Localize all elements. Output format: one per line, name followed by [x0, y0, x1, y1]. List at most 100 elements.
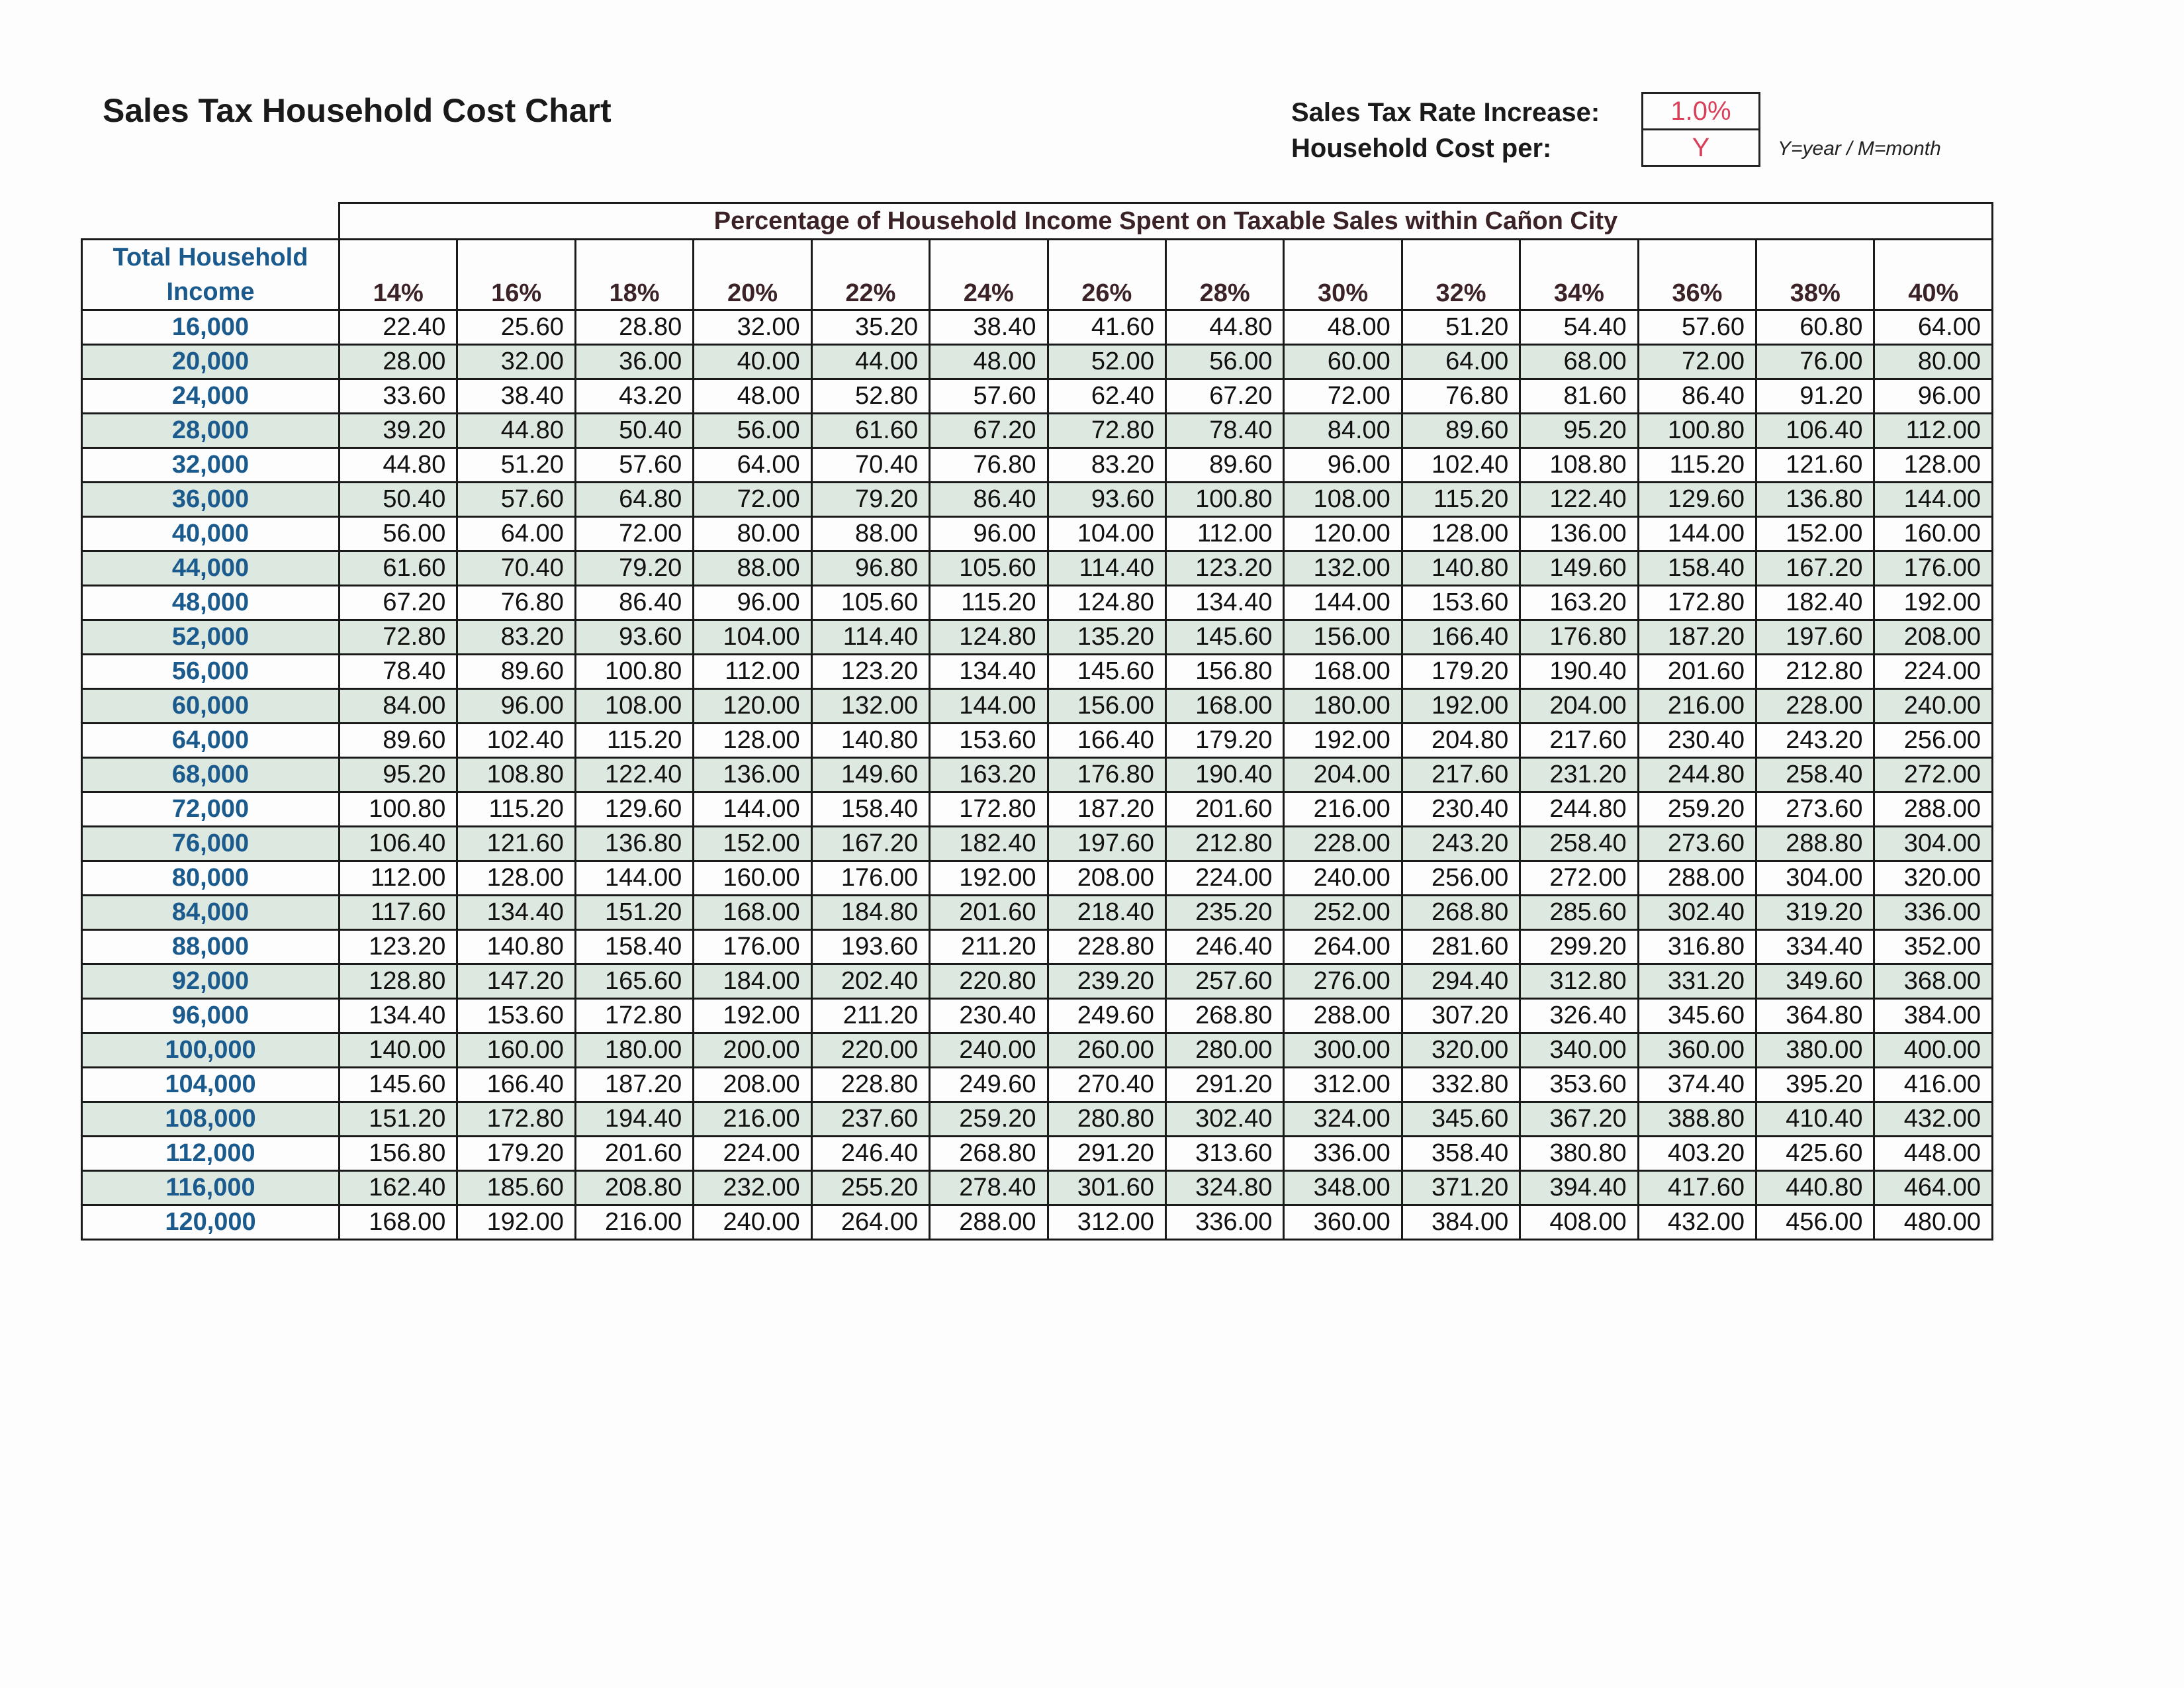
cost-cell: 252.00: [1283, 894, 1403, 931]
cost-cell: 79.20: [810, 481, 931, 518]
cost-cell: 176.80: [1519, 619, 1639, 655]
cost-cell: 243.20: [1755, 722, 1876, 759]
table-row: 52,000 72.80 83.20 93.60 104.00 114.40 124.80 1…: [81, 619, 1993, 655]
cost-cell: 256.00: [1400, 860, 1522, 896]
cost-cell: 134.40: [929, 653, 1049, 690]
cost-cell: 41.60: [1046, 309, 1167, 346]
cost-cell: 384.00: [1400, 1204, 1522, 1241]
cost-cell: 80.00: [1873, 344, 1993, 380]
cost-cell: 36.00: [574, 344, 695, 380]
cost-cell: 54.40: [1519, 309, 1639, 346]
cost-cell: 312.00: [1283, 1066, 1403, 1103]
cost-cell: 76.80: [929, 447, 1049, 483]
cost-cell: 326.40: [1519, 998, 1639, 1034]
cost-cell: 115.20: [456, 791, 576, 827]
cost-cell: 264.00: [810, 1204, 931, 1241]
cost-cell: 294.40: [1400, 963, 1522, 1000]
cost-cell: 268.80: [1164, 998, 1285, 1034]
cost-cell: 425.60: [1755, 1135, 1876, 1172]
cost-cell: 257.60: [1164, 963, 1285, 1000]
table-row: 20,000 28.00 32.00 36.00 40.00 44.00 48.00 52.0…: [81, 344, 1993, 380]
cost-cell: 105.60: [810, 585, 931, 621]
cost-cell: 408.00: [1519, 1204, 1639, 1241]
cost-cell: 89.60: [338, 722, 459, 759]
cost-cell: 135.20: [1046, 619, 1167, 655]
cost-cell: 163.20: [929, 757, 1049, 793]
cost-cell: 268.80: [929, 1135, 1049, 1172]
cost-cell: 380.00: [1755, 1032, 1876, 1068]
cost-cell: 64.00: [1873, 309, 1993, 346]
cost-cell: 324.80: [1164, 1170, 1285, 1206]
cost-cell: 281.60: [1400, 929, 1522, 965]
cost-cell: 291.20: [1046, 1135, 1167, 1172]
cost-cell: 312.80: [1519, 963, 1639, 1000]
cost-cell: 84.00: [338, 688, 459, 724]
income-cell: 44,000: [81, 550, 340, 586]
cost-cell: 25.60: [456, 309, 576, 346]
cost-cell: 432.00: [1637, 1204, 1758, 1241]
cost-cell: 129.60: [574, 791, 695, 827]
cost-cell: 56.00: [1164, 344, 1285, 380]
cost-per-input[interactable]: Y: [1641, 128, 1760, 167]
table-row: 36,000 50.40 57.60 64.80 72.00 79.20 86.40 93.6…: [81, 481, 1993, 518]
income-cell: 48,000: [81, 585, 340, 621]
income-cell: 20,000: [81, 344, 340, 380]
cost-cell: 56.00: [692, 412, 813, 449]
cost-cell: 32.00: [456, 344, 576, 380]
table-row: 44,000 61.60 70.40 79.20 88.00 96.80 105.60 114…: [81, 550, 1993, 586]
rate-increase-label: Sales Tax Rate Increase:: [1291, 98, 1600, 127]
cost-cell: 194.40: [574, 1101, 695, 1137]
cost-cell: 153.60: [929, 722, 1049, 759]
cost-cell: 95.20: [338, 757, 459, 793]
cost-cell: 115.20: [1400, 481, 1522, 518]
cost-cell: 64.80: [574, 481, 695, 518]
cost-cell: 288.00: [1637, 860, 1758, 896]
cost-cell: 360.00: [1637, 1032, 1758, 1068]
cost-cell: 246.40: [1164, 929, 1285, 965]
cost-cell: 123.20: [1164, 550, 1285, 586]
cost-cell: 78.40: [338, 653, 459, 690]
cost-cell: 95.20: [1519, 412, 1639, 449]
cost-cell: 96.00: [1873, 378, 1993, 414]
cost-cell: 158.40: [810, 791, 931, 827]
cost-cell: 272.00: [1519, 860, 1639, 896]
cost-cell: 72.00: [1637, 344, 1758, 380]
cost-cell: 353.60: [1519, 1066, 1639, 1103]
income-cell: 88,000: [81, 929, 340, 965]
cost-cell: 112.00: [1873, 412, 1993, 449]
cost-cell: 43.20: [574, 378, 695, 414]
cost-cell: 259.20: [929, 1101, 1049, 1137]
income-cell: 68,000: [81, 757, 340, 793]
cost-cell: 264.00: [1283, 929, 1403, 965]
cost-cell: 76.80: [1400, 378, 1522, 414]
cost-cell: 228.80: [810, 1066, 931, 1103]
cost-cell: 212.80: [1755, 653, 1876, 690]
cost-cell: 80.00: [692, 516, 813, 552]
cost-cell: 211.20: [929, 929, 1049, 965]
income-cell: 56,000: [81, 653, 340, 690]
cost-cell: 193.60: [810, 929, 931, 965]
cost-cell: 152.00: [1755, 516, 1876, 552]
cost-cell: 140.80: [1400, 550, 1522, 586]
cost-cell: 115.20: [1637, 447, 1758, 483]
cost-cell: 156.00: [1283, 619, 1403, 655]
cost-cell: 332.80: [1400, 1066, 1522, 1103]
cost-cell: 228.00: [1283, 825, 1403, 862]
cost-cell: 367.20: [1519, 1101, 1639, 1137]
cost-cell: 38.40: [929, 309, 1049, 346]
cost-cell: 228.00: [1755, 688, 1876, 724]
rate-increase-input[interactable]: 1.0%: [1641, 92, 1760, 130]
income-cell: 116,000: [81, 1170, 340, 1206]
cost-cell: 217.60: [1400, 757, 1522, 793]
table-row: 32,000 44.80 51.20 57.60 64.00 70.40 76.80 83.2…: [81, 447, 1993, 483]
cost-cell: 86.40: [929, 481, 1049, 518]
income-cell: 52,000: [81, 619, 340, 655]
cost-cell: 249.60: [1046, 998, 1167, 1034]
cost-cell: 307.20: [1400, 998, 1522, 1034]
cost-cell: 179.20: [456, 1135, 576, 1172]
cost-cell: 93.60: [1046, 481, 1167, 518]
cost-cell: 184.80: [810, 894, 931, 931]
cost-cell: 440.80: [1755, 1170, 1876, 1206]
cost-cell: 128.00: [1873, 447, 1993, 483]
cost-cell: 100.80: [1637, 412, 1758, 449]
